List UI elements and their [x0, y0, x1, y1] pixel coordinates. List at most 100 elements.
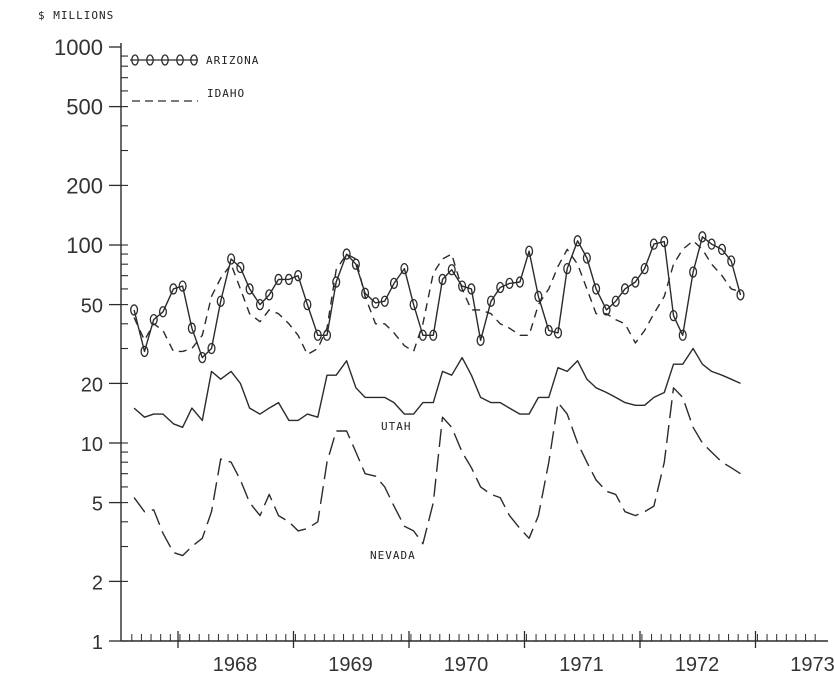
data-point	[592, 283, 601, 295]
data-point	[669, 309, 678, 322]
data-point	[284, 273, 293, 286]
series-line-idaho	[133, 240, 741, 356]
y-tick-label: 500	[66, 95, 103, 120]
y-tick-label: 20	[81, 374, 103, 396]
annotation-utah: UTAH	[381, 420, 412, 433]
data-point	[438, 273, 447, 286]
x-axis-ticks: 1968 1969 1970 1971 1972 1973	[131, 631, 834, 676]
data-point	[371, 297, 380, 309]
series-nevada	[133, 387, 741, 557]
data-point	[515, 276, 524, 288]
data-point	[294, 270, 303, 282]
data-point	[389, 277, 399, 290]
data-point	[476, 334, 485, 346]
data-point	[255, 298, 265, 311]
data-point	[649, 238, 658, 250]
y-tick-label: 2	[92, 572, 103, 594]
data-point	[736, 289, 745, 301]
x-tick-label: 1970	[444, 654, 489, 676]
data-point	[620, 283, 630, 295]
data-point	[332, 276, 341, 288]
legend-label-idaho: IDAHO	[207, 87, 245, 100]
legend-label-arizona: ARIZONA	[206, 54, 259, 67]
data-point	[525, 245, 534, 257]
series-line-nevada	[133, 387, 741, 557]
series-idaho	[133, 240, 741, 356]
data-point	[227, 253, 236, 265]
data-point	[611, 295, 620, 307]
legend-marker	[161, 54, 169, 66]
data-point	[207, 342, 216, 355]
data-point	[717, 243, 727, 256]
data-point	[467, 283, 476, 295]
y-tick-label: 10	[81, 434, 103, 456]
data-point	[631, 276, 640, 288]
data-point	[534, 290, 543, 303]
data-point	[689, 266, 698, 278]
legend-marker	[190, 54, 198, 66]
data-point	[313, 329, 322, 341]
data-point	[573, 235, 582, 247]
legend-marker	[176, 54, 184, 66]
y-tick-label: 200	[66, 173, 103, 198]
axes	[120, 43, 828, 642]
data-point	[447, 264, 456, 276]
data-point	[158, 306, 168, 318]
x-tick-label: 1972	[675, 654, 720, 676]
series-line-utah	[133, 347, 741, 428]
data-point	[486, 295, 496, 307]
data-point	[245, 283, 254, 295]
x-tick-label: 1973	[790, 654, 834, 676]
y-tick-label: 1	[92, 632, 103, 654]
data-point	[169, 283, 178, 295]
data-point	[303, 298, 312, 311]
data-point	[582, 252, 591, 264]
series-utah	[133, 347, 741, 428]
data-point	[458, 280, 467, 292]
x-tick-label: 1968	[213, 654, 258, 676]
y-axis-ticks: 1 2 5 10 20 50 100 200 500 1000	[54, 35, 128, 654]
data-point	[216, 295, 225, 307]
series-line-arizona	[133, 236, 742, 359]
y-tick-label: 100	[66, 233, 103, 258]
data-point	[707, 238, 716, 250]
data-point	[640, 262, 649, 275]
data-point	[678, 329, 687, 341]
data-point	[198, 351, 207, 364]
data-point	[409, 298, 418, 311]
x-tick-label: 1971	[559, 654, 604, 676]
data-point	[544, 324, 553, 337]
data-point	[274, 273, 283, 286]
data-point	[187, 322, 196, 334]
data-point	[727, 255, 736, 267]
series-layer	[130, 231, 745, 557]
annotation-nevada: NEVADA	[370, 549, 416, 562]
data-point	[660, 235, 669, 248]
data-point	[602, 304, 611, 316]
data-point	[351, 258, 360, 270]
y-tick-label: 50	[81, 296, 103, 318]
series-arizona	[130, 231, 745, 364]
legend-markers-arizona	[131, 54, 198, 66]
data-point	[342, 248, 351, 260]
data-point	[140, 345, 149, 358]
data-point	[505, 277, 514, 290]
data-point	[698, 231, 707, 243]
data-point	[400, 262, 409, 275]
legend-marker	[131, 54, 139, 66]
y-axis-label: $ MILLIONS	[38, 9, 114, 22]
data-point	[265, 289, 274, 301]
data-point	[322, 329, 332, 341]
legend-marker	[146, 54, 154, 66]
legend: ARIZONA IDAHO	[130, 54, 259, 102]
data-point	[429, 329, 438, 341]
data-point	[130, 304, 139, 316]
y-tick-label: 5	[92, 494, 103, 516]
data-point	[563, 262, 572, 275]
data-point	[380, 295, 389, 307]
data-point	[496, 281, 505, 294]
data-point	[553, 327, 563, 339]
y-tick-label: 1000	[54, 35, 103, 60]
data-point	[236, 261, 245, 274]
